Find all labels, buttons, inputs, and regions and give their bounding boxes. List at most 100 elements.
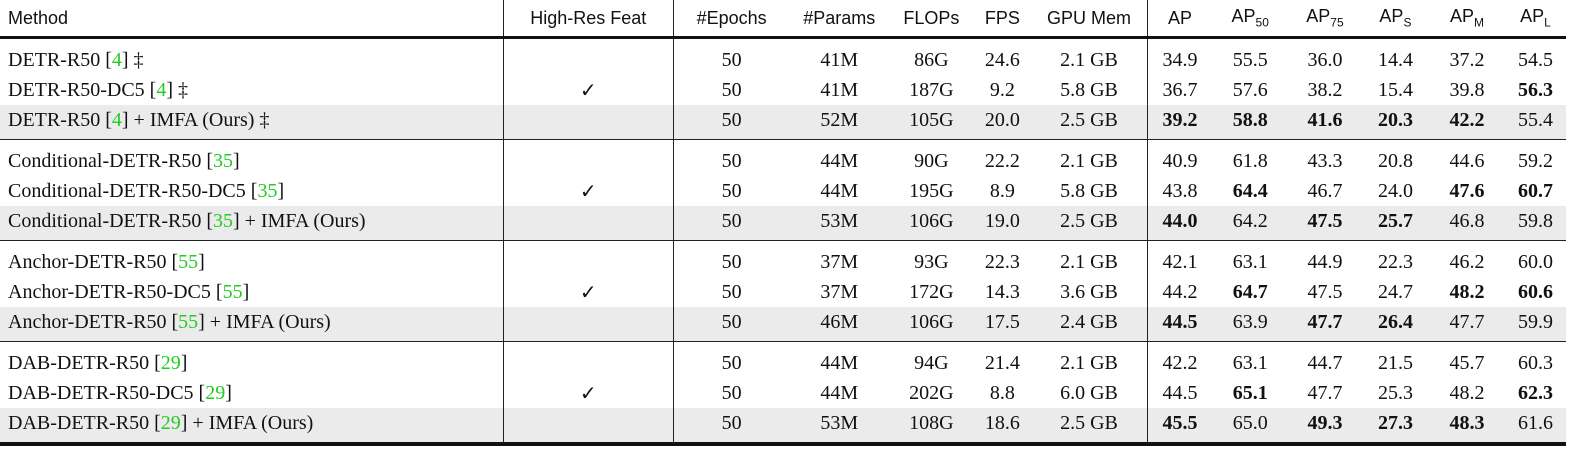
table-row: Anchor-DETR-R50-DC5 [55] ✓ 50 37M 172G 14.3 3.… [0,277,1566,307]
citation-link[interactable]: 29 [205,381,226,404]
gpu-mem-cell: 5.8 GB [1031,176,1148,206]
citation-link[interactable]: 29 [160,411,181,434]
value: 64.2 [1232,209,1268,232]
value: 60.7 [1517,179,1553,202]
citation-link[interactable]: 29 [160,351,181,374]
citation-link[interactable]: 35 [212,209,233,232]
params-cell: 46M [789,307,890,342]
value: 2.1 GB [1060,250,1118,273]
table-row: DAB-DETR-R50 [29] + IMFA (Ours) 50 53M 108G… [0,408,1566,444]
epochs-cell: 50 [674,140,790,177]
value: 42.2 [1449,108,1485,131]
value: 46.2 [1449,250,1485,273]
method-suffix: ] + IMFA (Ours) [198,310,331,333]
value: 48.3 [1449,411,1485,434]
value: 195G [909,179,954,202]
flops-cell: 202G [889,378,973,408]
header-params: #Params [803,7,876,28]
method-name: DETR-R50-DC5 [ [8,78,157,101]
citation-link[interactable]: 35 [257,179,278,202]
table-row: DETR-R50-DC5 [4] ‡ ✓ 50 41M 187G 9.2 5.8 GB 36.… [0,75,1566,105]
value: 53M [820,209,859,232]
value: 2.5 GB [1060,411,1118,434]
method-suffix: ] [225,381,232,404]
value: 44.5 [1162,381,1198,404]
header-ap-s: APS [1362,0,1429,38]
value: 38.2 [1307,78,1343,101]
method-name: Conditional-DETR-R50 [ [8,149,213,172]
value: 55.4 [1517,108,1553,131]
method-cell: Conditional-DETR-R50 [35] [0,139,504,176]
gpu-mem-cell: 2.5 GB [1031,206,1148,241]
ap75-cell: 44.7 [1288,342,1362,379]
header-text: AP [1520,6,1545,27]
apl-cell: 60.7 [1505,176,1566,206]
fps-cell: 8.8 [973,378,1031,408]
value: 17.5 [984,310,1020,333]
value: 59.9 [1517,310,1553,333]
value: 60.6 [1517,280,1553,303]
value: 21.4 [984,351,1020,374]
citation-link[interactable]: 55 [222,280,243,303]
value: 41.6 [1307,108,1343,131]
table-row: Conditional-DETR-R50 [35] + IMFA (Ours) 5… [0,206,1566,241]
method-cell: DETR-R50 [4] ‡ [0,37,504,75]
header-row: Method High-Res Feat #Epochs #Params FLOPs FP… [0,0,1566,38]
value: 47.7 [1449,310,1485,333]
fps-cell: 20.0 [973,105,1032,140]
ap50-cell: 64.2 [1212,206,1289,241]
citation-link[interactable]: 4 [111,108,122,131]
ap-cell: 39.2 [1147,105,1213,140]
apm-cell: 45.7 [1429,342,1505,379]
flops-cell: 86G [889,38,973,76]
value: 64.7 [1232,280,1268,303]
value: 2.4 GB [1060,310,1118,333]
value: 2.1 GB [1060,351,1118,374]
value: 90G [914,149,949,172]
epochs-cell: 50 [673,408,790,444]
value: 39.8 [1449,78,1485,101]
flops-cell: 94G [889,342,973,379]
value: 60.0 [1517,250,1553,273]
header-text: AP [1231,6,1256,27]
ap-cell: 42.1 [1147,241,1212,278]
apl-cell: 60.6 [1505,277,1566,307]
high-res-checkmark: ✓ [503,277,675,307]
apm-cell: 42.2 [1429,105,1505,140]
method-name: DAB-DETR-R50 [ [8,411,161,434]
aps-cell: 24.0 [1362,176,1429,206]
citation-link[interactable]: 55 [178,310,199,333]
header-subscript: 50 [1255,15,1269,30]
value: 61.6 [1517,411,1553,434]
aps-cell: 15.4 [1362,75,1429,105]
value: 27.3 [1377,411,1413,434]
flops-cell: 93G [889,241,973,278]
citation-link[interactable]: 4 [156,78,167,101]
value: 50 [721,108,742,131]
header-subscript: S [1403,15,1412,30]
citation-link[interactable]: 4 [111,48,122,71]
value: 3.6 GB [1060,280,1118,303]
value: 50 [721,250,742,273]
method-cell: Anchor-DETR-R50 [55] [0,240,504,277]
high-res-checkmark [503,105,675,140]
value: 40.9 [1162,149,1198,172]
method-suffix: ] ‡ [121,48,144,71]
citation-link[interactable]: 55 [178,250,199,273]
value: 36.0 [1307,48,1343,71]
table-row: Conditional-DETR-R50-DC5 [35] ✓ 50 44M 195G 8… [0,176,1566,206]
value: 42.1 [1162,250,1198,273]
epochs-cell: 50 [673,105,790,140]
value: 59.2 [1517,149,1553,172]
value: 24.7 [1377,280,1413,303]
value: 14.4 [1377,48,1413,71]
value: 44.5 [1162,310,1198,333]
citation-link[interactable]: 35 [212,149,233,172]
method-cell: Conditional-DETR-R50 [35] + IMFA (Ours) [0,206,504,241]
value: 52M [820,108,859,131]
params-cell: 37M [789,277,889,307]
high-res-checkmark [503,206,675,241]
apm-cell: 39.8 [1429,75,1505,105]
value: 44M [820,149,859,172]
params-cell: 44M [789,378,889,408]
